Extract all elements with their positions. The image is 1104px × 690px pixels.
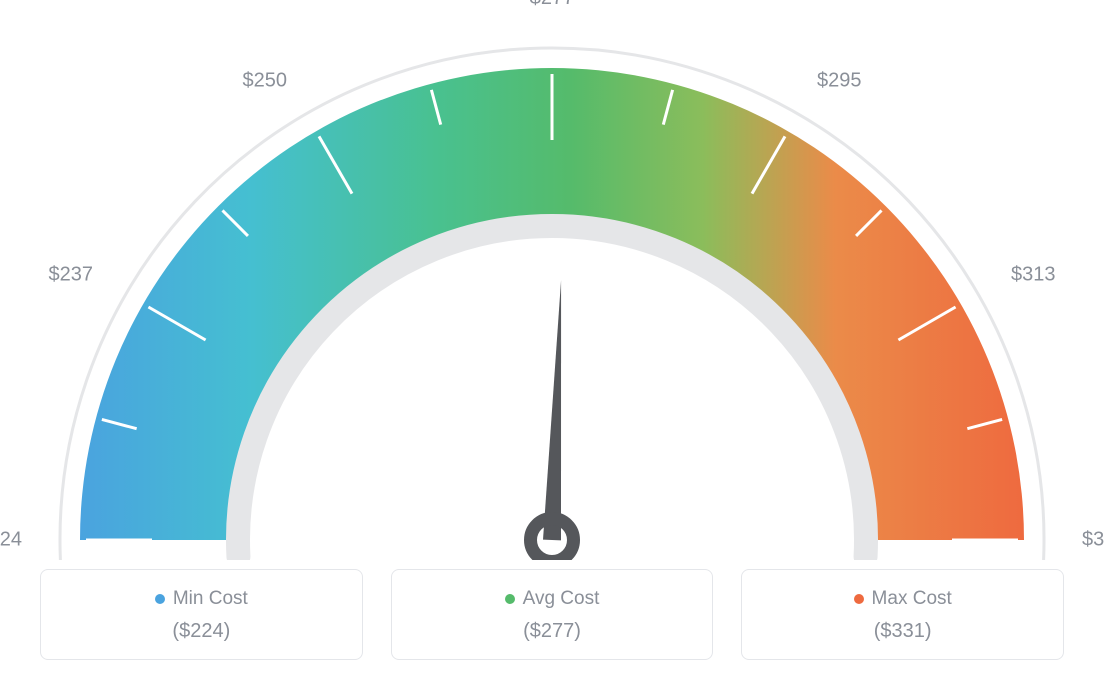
legend-avg-card: Avg Cost ($277) bbox=[391, 569, 714, 660]
legend-avg-label: Avg Cost bbox=[523, 588, 600, 610]
legend-dot-min bbox=[155, 594, 165, 604]
tick-label: $295 bbox=[817, 70, 862, 93]
tick-label: $224 bbox=[0, 529, 22, 552]
legend-max-label: Max Cost bbox=[872, 588, 952, 610]
tick-label: $250 bbox=[243, 70, 288, 93]
legend-row: Min Cost ($224) Avg Cost ($277) Max Cost… bbox=[40, 569, 1064, 660]
tick-label: $313 bbox=[1011, 264, 1056, 287]
legend-min-card: Min Cost ($224) bbox=[40, 569, 363, 660]
legend-dot-max bbox=[854, 594, 864, 604]
legend-max-title: Max Cost bbox=[854, 588, 952, 610]
legend-max-value: ($331) bbox=[752, 620, 1053, 643]
legend-min-value: ($224) bbox=[51, 620, 352, 643]
legend-dot-avg bbox=[505, 594, 515, 604]
legend-avg-title: Avg Cost bbox=[505, 588, 600, 610]
legend-min-label: Min Cost bbox=[173, 588, 248, 610]
tick-label: $277 bbox=[530, 0, 575, 10]
tick-label: $331 bbox=[1082, 529, 1104, 552]
gauge-svg bbox=[0, 0, 1104, 560]
legend-max-card: Max Cost ($331) bbox=[741, 569, 1064, 660]
legend-avg-value: ($277) bbox=[402, 620, 703, 643]
legend-min-title: Min Cost bbox=[155, 588, 248, 610]
gauge-chart: $224 $237 $250 $277 $295 $313 $331 bbox=[0, 0, 1104, 560]
tick-label: $237 bbox=[49, 264, 94, 287]
